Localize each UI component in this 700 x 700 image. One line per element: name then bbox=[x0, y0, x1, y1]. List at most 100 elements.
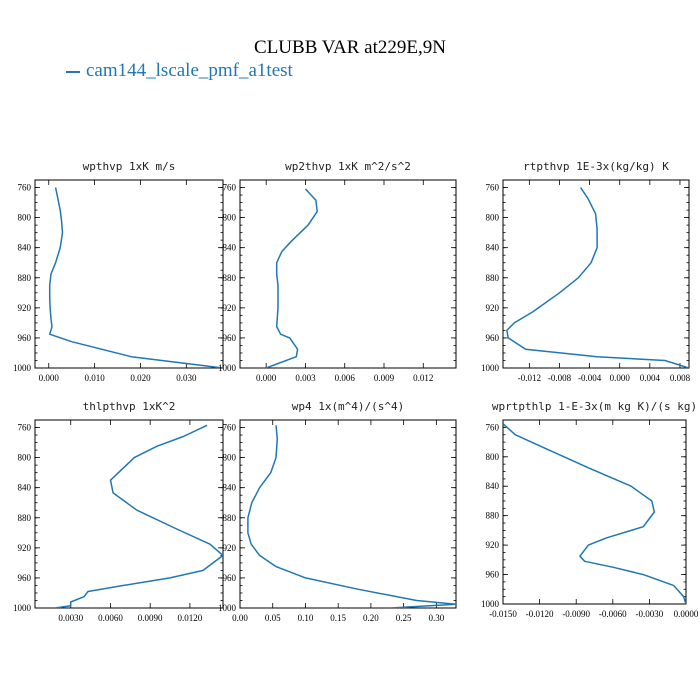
y-tick-label: 880 bbox=[486, 273, 500, 283]
x-tick-label: -0.0060 bbox=[599, 609, 627, 619]
x-tick-label: 0.020 bbox=[130, 373, 151, 383]
page-title: CLUBB VAR at229E,9N bbox=[254, 37, 446, 58]
series-line bbox=[247, 425, 456, 608]
x-tick-label: 0.012 bbox=[413, 373, 433, 383]
x-tick-label: -0.0030 bbox=[636, 609, 664, 619]
y-tick-label: 760 bbox=[223, 183, 237, 193]
y-tick-label: 840 bbox=[223, 243, 237, 253]
y-tick-label: 920 bbox=[18, 303, 32, 313]
subplot-title: wp4 1x(m^4)/(s^4) bbox=[292, 400, 405, 413]
x-tick-label: -0.0150 bbox=[489, 609, 517, 619]
y-tick-label: 760 bbox=[486, 422, 500, 432]
x-tick-label: 0.000 bbox=[39, 373, 60, 383]
series-line bbox=[54, 424, 223, 608]
x-tick-label: 0.006 bbox=[335, 373, 356, 383]
x-tick-label: 0.009 bbox=[374, 373, 395, 383]
y-tick-label: 960 bbox=[223, 333, 237, 343]
x-tick-label: 0.00 bbox=[232, 613, 248, 623]
y-tick-label: 960 bbox=[18, 333, 32, 343]
x-tick-label: 0.20 bbox=[363, 613, 379, 623]
y-tick-label: 1000 bbox=[13, 363, 32, 373]
series-line bbox=[48, 187, 223, 368]
subplot-3: rtpthvp 1E-3x(kg/kg) K 760 800 840 880 920 960… bbox=[481, 160, 691, 383]
x-tick-label: 0.008 bbox=[670, 373, 691, 383]
plot-frame bbox=[502, 419, 687, 605]
x-tick-label: 0.0090 bbox=[138, 613, 163, 623]
subplot-5: wp4 1x(m^4)/(s^4)76080084088092096010000… bbox=[218, 400, 457, 623]
x-tick-label: 0.10 bbox=[298, 613, 314, 623]
x-tick-label: 0.05 bbox=[265, 613, 281, 623]
y-tick-label: 800 bbox=[486, 213, 500, 223]
x-tick-label: 0.030 bbox=[176, 373, 197, 383]
y-tick-label: 880 bbox=[223, 513, 237, 523]
subplot-title: rtpthvp 1E-3x(kg/kg) K bbox=[523, 160, 669, 173]
x-tick-label: 0.0060 bbox=[98, 613, 123, 623]
plot-frame bbox=[239, 419, 457, 609]
legend-swatch bbox=[66, 70, 80, 73]
y-tick-label: 840 bbox=[18, 483, 32, 493]
x-tick-label: 0.25 bbox=[396, 613, 412, 623]
y-tick-label: 840 bbox=[486, 243, 500, 253]
y-tick-label: 760 bbox=[486, 183, 500, 193]
y-tick-label: 920 bbox=[223, 543, 237, 553]
y-tick-label: 1000 bbox=[13, 603, 32, 613]
y-tick-label: 920 bbox=[223, 303, 237, 313]
y-tick-label: 800 bbox=[223, 453, 237, 463]
plot-frame bbox=[34, 419, 224, 609]
subplot-title: thlpthvp 1xK^2 bbox=[83, 400, 176, 413]
subplot-4: thlpthvp 1xK^2 760 800 840 880 920 960 1000 0.00… bbox=[13, 400, 224, 623]
y-tick-label: 840 bbox=[486, 481, 500, 491]
x-tick-label: 0.004 bbox=[640, 373, 661, 383]
y-tick-label: 840 bbox=[18, 243, 32, 253]
y-tick-label: 1000 bbox=[481, 363, 500, 373]
y-tick-label: 880 bbox=[223, 273, 237, 283]
x-tick-label: 0.15 bbox=[330, 613, 346, 623]
y-tick-label: 1000 bbox=[481, 599, 500, 609]
plot-frame bbox=[34, 179, 224, 369]
x-tick-label: -0.012 bbox=[518, 373, 541, 383]
subplot-title: wpthvp 1xK m/s bbox=[83, 160, 176, 173]
x-tick-label: 0.0000 bbox=[674, 609, 699, 619]
y-tick-label: 1000 bbox=[218, 603, 237, 613]
y-tick-label: 880 bbox=[18, 273, 32, 283]
y-tick-label: 880 bbox=[486, 511, 500, 521]
y-tick-label: 800 bbox=[18, 453, 32, 463]
y-tick-label: 920 bbox=[18, 543, 32, 553]
y-tick-label: 960 bbox=[223, 573, 237, 583]
subplot-title: wprtpthlp 1-E-3x(m kg K)/(s kg) bbox=[492, 400, 697, 413]
x-tick-label: 0.0120 bbox=[178, 613, 203, 623]
x-tick-label: -0.0090 bbox=[562, 609, 590, 619]
y-tick-label: 800 bbox=[486, 452, 500, 462]
x-tick-label: 0.000 bbox=[256, 373, 277, 383]
x-tick-label: -0.004 bbox=[578, 373, 602, 383]
series-line bbox=[506, 187, 689, 368]
y-tick-label: 800 bbox=[18, 213, 32, 223]
series-line bbox=[265, 188, 318, 368]
legend: cam144_lscale_pmf_a1test bbox=[66, 60, 293, 82]
subplot-6: wprtpthlp 1-E-3x(m kg K)/(s kg) 760 800 840… bbox=[481, 400, 699, 619]
x-tick-label: 0.003 bbox=[295, 373, 316, 383]
y-tick-label: 880 bbox=[18, 513, 32, 523]
plot-frame bbox=[502, 179, 690, 369]
y-tick-label: 960 bbox=[486, 333, 500, 343]
x-tick-label: 0.0030 bbox=[58, 613, 83, 623]
legend-label: cam144_lscale_pmf_a1test bbox=[86, 60, 293, 81]
x-tick-label: 0.000 bbox=[610, 373, 631, 383]
plot-frame bbox=[239, 179, 457, 369]
y-tick-label: 960 bbox=[18, 573, 32, 583]
y-tick-label: 760 bbox=[223, 423, 237, 433]
y-tick-label: 960 bbox=[486, 570, 500, 580]
subplot-2: wp2thvp 1xK m^2/s^2 760 800 840 880 920 960 100… bbox=[218, 160, 457, 383]
y-tick-label: 1000 bbox=[218, 363, 237, 373]
subplot-title: wp2thvp 1xK m^2/s^2 bbox=[285, 160, 411, 173]
y-tick-label: 840 bbox=[223, 483, 237, 493]
series-line bbox=[503, 423, 686, 604]
x-tick-label: 0.30 bbox=[428, 613, 444, 623]
y-tick-label: 800 bbox=[223, 213, 237, 223]
x-tick-label: 0.010 bbox=[84, 373, 105, 383]
x-tick-label: -0.008 bbox=[548, 373, 572, 383]
y-tick-label: 920 bbox=[486, 303, 500, 313]
subplot-1: wpthvp 1xK m/s 760 800 840 880 920 960 1000 0.00… bbox=[13, 160, 224, 383]
y-tick-label: 760 bbox=[18, 423, 32, 433]
